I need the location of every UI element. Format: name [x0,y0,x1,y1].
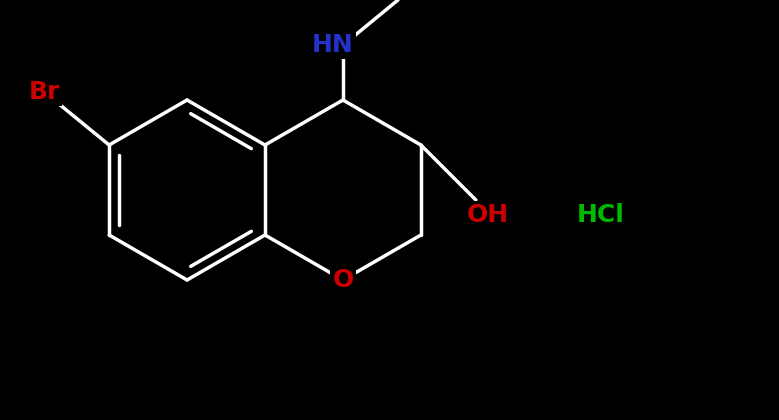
Text: HN: HN [312,33,354,57]
Text: OH: OH [467,203,509,227]
Text: HCl: HCl [577,203,625,227]
Text: Br: Br [28,80,60,104]
Text: O: O [333,268,354,292]
